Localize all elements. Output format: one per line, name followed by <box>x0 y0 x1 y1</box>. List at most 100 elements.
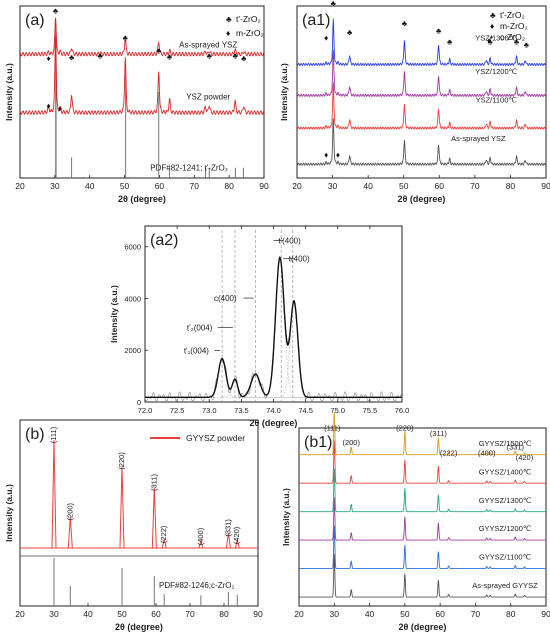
x-tick-label: 70 <box>471 609 481 619</box>
x-tick-label: 50 <box>400 609 410 619</box>
ref-label: PDF#82-1241; t'-ZrO₂ <box>150 163 228 172</box>
x-tick-label: 30 <box>49 609 59 619</box>
y-axis-label: Intensity (a.u.) <box>4 63 14 121</box>
y-axis-label: Intensity (a.u.) <box>281 488 291 546</box>
hkl-label: (111) <box>324 424 341 433</box>
panel-4: 20 30 40 50 60 70 80 90 2θ (degree) Intensity (a.… <box>281 411 550 632</box>
y-tick-label: 2000 <box>124 346 141 355</box>
xrd-curve <box>296 49 547 98</box>
x-tick-label: 20 <box>292 181 302 191</box>
legend-symbol: ♣ <box>226 14 232 24</box>
series-label: GYYSZ/1100℃ <box>479 553 532 562</box>
panel-label: (b) <box>25 426 45 443</box>
diamond-marker: ♦ <box>336 150 340 159</box>
x-tick-label: 60 <box>151 609 161 619</box>
panel-3: 20 30 40 50 60 70 80 90 2θ (degree) Intensity (a.… <box>4 419 263 632</box>
xrd-curve <box>299 440 546 484</box>
x-tick-label: 72.5 <box>170 406 185 415</box>
y-tick-label: 6000 <box>124 243 141 252</box>
plot-frame <box>144 225 403 403</box>
y-tick-label: 0 <box>137 398 141 407</box>
hkl-label: (220) <box>396 424 414 433</box>
x-tick-label: 90 <box>541 609 550 619</box>
xrd-curve <box>299 525 546 570</box>
diamond-marker: ♦ <box>324 150 328 159</box>
x-tick-label: 76.0 <box>395 406 410 415</box>
hkl-label: (111) <box>49 426 58 443</box>
series-label: YSZ/1300℃ <box>475 33 517 42</box>
club-marker: ♣ <box>207 51 213 60</box>
hkl-label: (200) <box>342 438 360 447</box>
peak <box>119 465 125 549</box>
x-tick-label: 40 <box>83 609 93 619</box>
hkl-label: (311) <box>149 474 158 491</box>
y-axis-label: Intensity (a.u.) <box>109 285 119 343</box>
x-tick-label: 70 <box>185 609 195 619</box>
x-tick-label: 20 <box>15 609 25 619</box>
hkl-label: (400) <box>478 449 496 458</box>
x-axis-label: 2θ (degree) <box>398 194 446 204</box>
club-marker: ♣ <box>514 38 520 47</box>
x-tick-label: 72.0 <box>138 406 153 415</box>
series-label: GYYSZ/1500℃ <box>479 439 532 448</box>
x-tick-label: 50 <box>399 181 409 191</box>
panel-1: 20 30 40 50 60 70 80 90 2θ (degree) Intensity (a.… <box>279 0 550 204</box>
hkl-label: (400) <box>196 527 205 545</box>
x-tick-label: 73.5 <box>234 406 249 415</box>
legend-text: GYYSZ powder <box>186 433 245 443</box>
xrd-curve <box>296 18 547 67</box>
hkl-label: (200) <box>65 502 74 520</box>
fit-curve <box>145 255 402 398</box>
club-marker: ♣ <box>69 53 75 62</box>
legend-symbol: ♦ <box>490 21 495 31</box>
plot-frame <box>296 5 547 179</box>
legend-symbol: • <box>490 32 493 42</box>
plot-frame <box>19 5 265 179</box>
x-tick-label: 75.5 <box>363 406 378 415</box>
peak <box>161 539 167 549</box>
fit-component <box>145 373 402 398</box>
series-label: As-sprayed YSZ <box>451 134 506 143</box>
legend-text: t'-ZrO₂ <box>500 10 525 20</box>
raw-curve <box>144 256 402 401</box>
x-axis-label: 2θ (degree) <box>115 622 163 632</box>
club-marker: ♣ <box>123 33 129 42</box>
peak <box>234 538 240 549</box>
panel-label: (b1) <box>304 434 332 451</box>
series-label: YSZ/1100℃ <box>476 95 518 104</box>
x-tick-label: 74.5 <box>298 406 313 415</box>
panel-label: (a) <box>25 12 45 29</box>
legend-text: m-ZrO₂ <box>236 28 264 38</box>
x-tick-label: 50 <box>117 609 127 619</box>
y-tick-label: 4000 <box>124 294 141 303</box>
peak-annotation: t'₁(004) <box>184 346 209 355</box>
x-tick-label: 50 <box>120 181 130 191</box>
plot-frame <box>298 427 547 607</box>
xrd-curve <box>296 118 547 167</box>
xrd-curve <box>299 468 546 513</box>
club-marker: ♣ <box>241 54 247 63</box>
xrd-curve <box>19 34 265 116</box>
x-tick-label: 80 <box>506 609 516 619</box>
series-label: As-sprayed GYYSZ <box>472 581 538 590</box>
club-marker: ♣ <box>98 51 104 60</box>
x-tick-label: 80 <box>506 181 516 191</box>
hkl-label: (311) <box>430 429 447 438</box>
x-tick-label: 90 <box>259 181 269 191</box>
peak-annotation: t(400) <box>289 255 310 264</box>
diamond-marker: ♦ <box>47 54 51 63</box>
series-label: YSZ powder <box>186 93 230 102</box>
fit-component <box>145 378 402 398</box>
peak <box>51 439 57 549</box>
club-marker: ♣ <box>53 7 59 16</box>
x-tick-label: 40 <box>363 181 373 191</box>
legend-symbol: ♦ <box>226 28 231 38</box>
diamond-marker: ♦ <box>487 36 491 45</box>
x-tick-label: 20 <box>294 609 304 619</box>
legend-symbol: ♣ <box>490 10 496 20</box>
hkl-label: (222) <box>159 525 168 543</box>
legend-text: t'-ZrO₂ <box>236 14 261 24</box>
x-tick-label: 80 <box>219 609 229 619</box>
series-label: YSZ/1200℃ <box>475 67 517 76</box>
